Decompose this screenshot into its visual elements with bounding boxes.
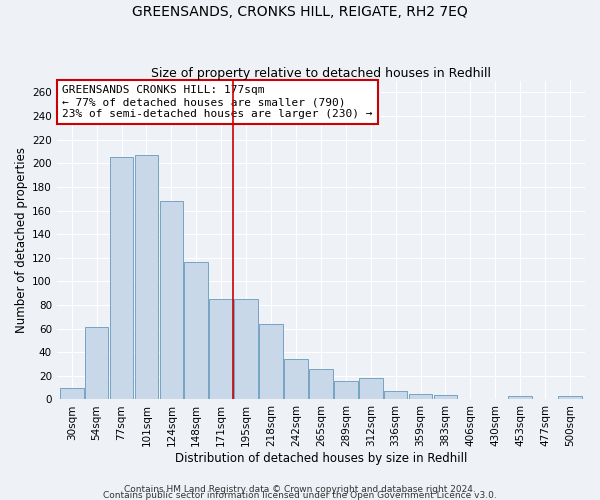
Bar	[508, 396, 532, 400]
Bar	[558, 396, 582, 400]
Bar	[160, 201, 183, 400]
Bar	[284, 360, 308, 400]
Bar	[309, 369, 333, 400]
Title: Size of property relative to detached houses in Redhill: Size of property relative to detached ho…	[151, 66, 491, 80]
Y-axis label: Number of detached properties: Number of detached properties	[15, 147, 28, 333]
Text: Contains public sector information licensed under the Open Government Licence v3: Contains public sector information licen…	[103, 490, 497, 500]
Bar	[134, 155, 158, 400]
Text: GREENSANDS CRONKS HILL: 177sqm
← 77% of detached houses are smaller (790)
23% of: GREENSANDS CRONKS HILL: 177sqm ← 77% of …	[62, 86, 373, 118]
Bar	[60, 388, 83, 400]
Bar	[359, 378, 383, 400]
Bar	[85, 328, 109, 400]
Bar	[334, 380, 358, 400]
Bar	[184, 262, 208, 400]
Text: Contains HM Land Registry data © Crown copyright and database right 2024.: Contains HM Land Registry data © Crown c…	[124, 484, 476, 494]
Text: GREENSANDS, CRONKS HILL, REIGATE, RH2 7EQ: GREENSANDS, CRONKS HILL, REIGATE, RH2 7E…	[132, 5, 468, 19]
Bar	[259, 324, 283, 400]
Bar	[434, 394, 457, 400]
Bar	[110, 158, 133, 400]
Bar	[235, 299, 258, 400]
Bar	[209, 299, 233, 400]
X-axis label: Distribution of detached houses by size in Redhill: Distribution of detached houses by size …	[175, 452, 467, 465]
Bar	[409, 394, 433, 400]
Bar	[384, 391, 407, 400]
